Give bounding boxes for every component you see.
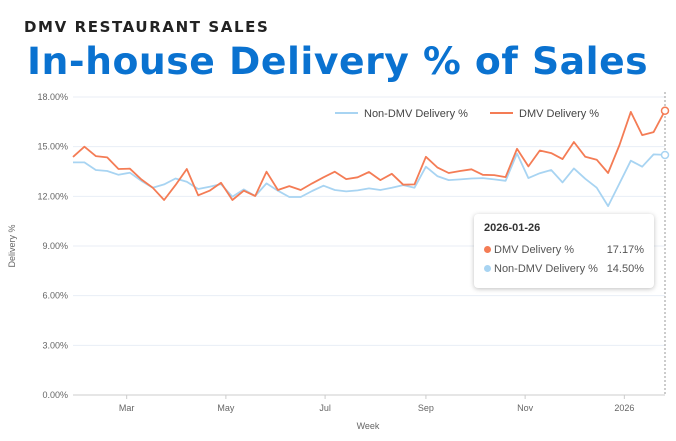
x-tick-label: May xyxy=(217,403,235,413)
tooltip-series-name: DMV Delivery % xyxy=(494,244,575,256)
tooltip-row-non-dmv: Non-DMV Delivery % 14.50% xyxy=(484,263,644,277)
legend-label-dmv[interactable]: DMV Delivery % xyxy=(519,108,599,120)
y-tick-label: 12.00% xyxy=(37,191,68,201)
series-line-non-dmv-delivery xyxy=(73,152,666,208)
tooltip-value: 17.17% xyxy=(606,244,644,256)
active-point-non-dmv-delivery[interactable] xyxy=(660,150,670,160)
tooltip-series-name: Non-DMV Delivery % xyxy=(494,263,598,275)
tooltip-date: 2026-01-26 xyxy=(484,222,541,234)
y-tick-label: 0.00% xyxy=(42,390,68,400)
x-tick-label: 2026 xyxy=(614,403,634,413)
y-tick-label: 3.00% xyxy=(42,340,68,350)
x-tick-label: Mar xyxy=(119,403,135,413)
y-tick-label: 9.00% xyxy=(42,241,68,251)
chart-title: In-house Delivery % of Sales xyxy=(27,40,649,83)
tooltip: 2026-01-26 DMV Delivery % 17.17% Non-DMV… xyxy=(474,214,654,288)
y-tick-label: 18.00% xyxy=(37,92,68,102)
legend-label-non-dmv[interactable]: Non-DMV Delivery % xyxy=(364,108,468,120)
y-axis-ticks: 0.00% 3.00% 6.00% 9.00% 12.00% 15.00% 18.00% xyxy=(37,92,68,400)
tooltip-row-dmv: DMV Delivery % 17.17% xyxy=(484,244,644,258)
kicker-heading: DMV RESTAURANT SALES xyxy=(24,18,270,36)
dmv-dot-icon xyxy=(484,246,491,253)
x-tick-label: Sep xyxy=(418,403,434,413)
non-dmv-dot-icon xyxy=(484,265,491,272)
x-tick-label: Nov xyxy=(517,403,534,413)
series-lines xyxy=(72,106,670,208)
tooltip-value: 14.50% xyxy=(606,263,644,275)
y-tick-label: 6.00% xyxy=(42,291,68,301)
active-point-dmv-delivery[interactable] xyxy=(660,106,670,115)
x-axis-ticks: Mar May Jul Sep Nov 2026 xyxy=(119,395,634,413)
y-axis-label: Delivery % xyxy=(7,224,17,267)
series-line-dmv-delivery xyxy=(72,110,666,201)
legend: Non-DMV Delivery % DMV Delivery % xyxy=(335,108,599,120)
grid xyxy=(73,96,665,346)
x-axis-label: Week xyxy=(357,421,380,431)
x-tick-label: Jul xyxy=(319,403,331,413)
y-tick-label: 15.00% xyxy=(37,142,68,152)
